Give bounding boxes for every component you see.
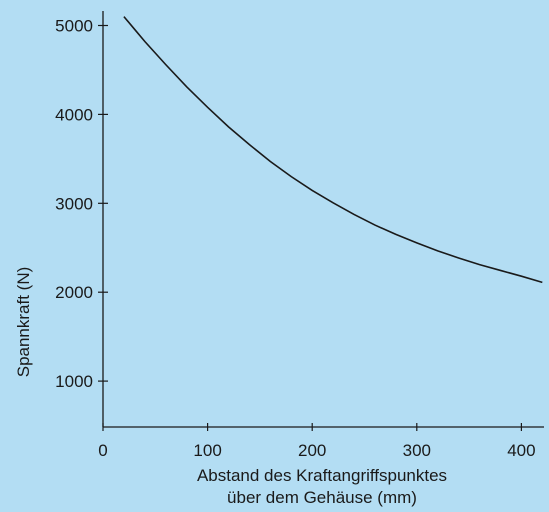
y-tick-label: 2000 (55, 283, 93, 302)
x-tick-label: 200 (298, 441, 326, 460)
axes (102, 11, 544, 428)
tick-marks (98, 24, 523, 431)
x-tick-label: 400 (507, 441, 535, 460)
y-tick-label: 5000 (55, 17, 93, 36)
x-tick-label: 100 (193, 441, 221, 460)
tick-labels: 0 100 200 300 400 1000 2000 3000 4000 5000 (55, 17, 535, 461)
x-axis-title-line-2: über dem Gehäuse (mm) (227, 488, 417, 507)
y-axis-title: Spannkraft (N) (14, 267, 33, 378)
x-tick-label: 300 (403, 441, 431, 460)
y-tick-label: 4000 (55, 105, 93, 124)
series-line (123, 16, 543, 284)
y-tick-label: 1000 (55, 372, 93, 391)
x-tick-label: 0 (98, 441, 107, 460)
y-tick-label: 3000 (55, 194, 93, 213)
x-axis-title-line-1: Abstand des Kraftangriffspunktes (197, 466, 447, 485)
